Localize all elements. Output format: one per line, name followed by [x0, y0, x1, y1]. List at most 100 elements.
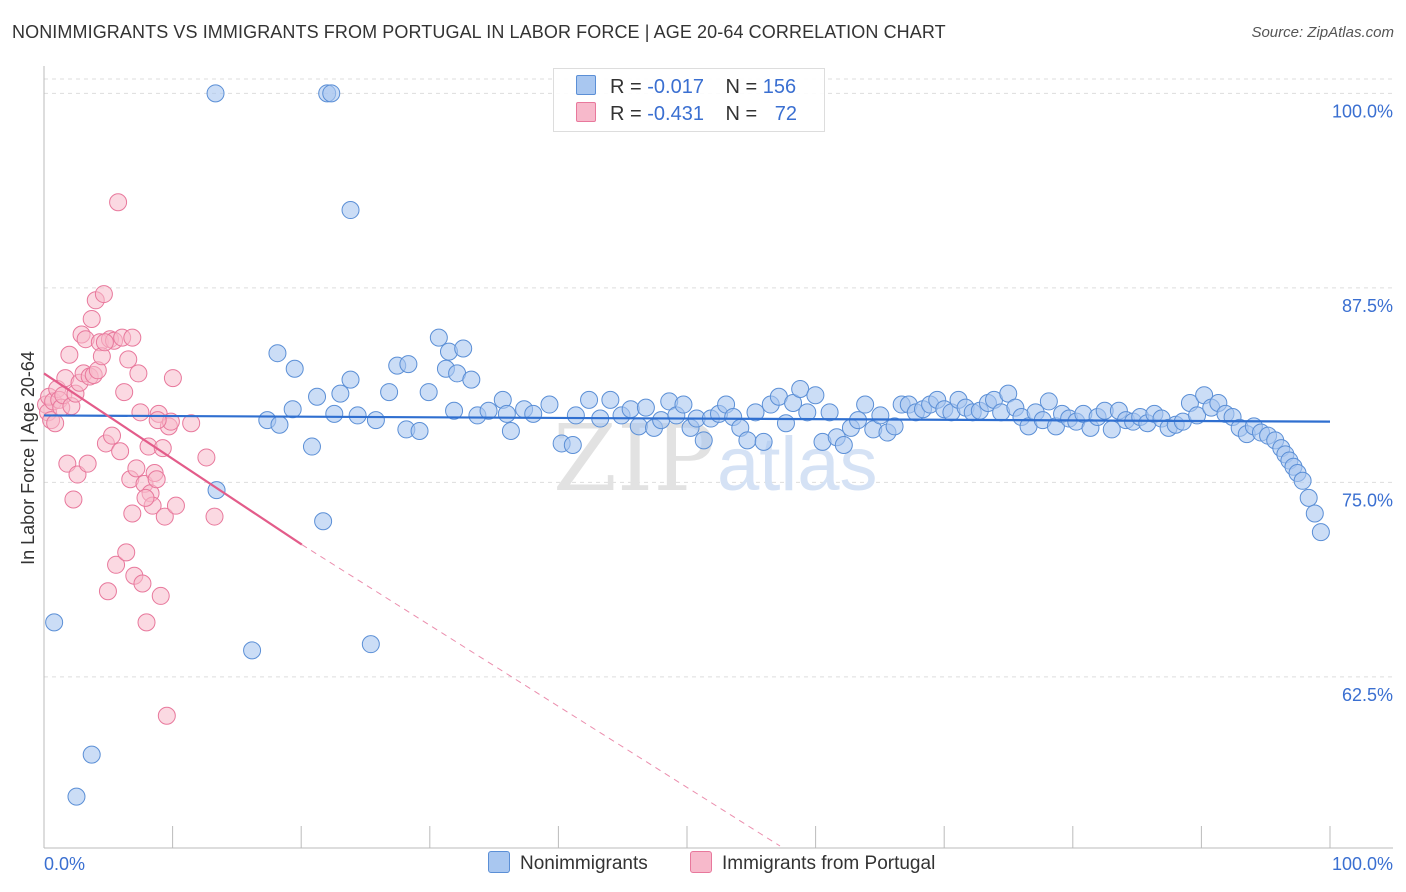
data-point-portugal — [94, 285, 113, 304]
data-point-portugal — [133, 574, 152, 593]
trend-line-portugal — [43, 372, 303, 546]
data-point-nonimmigrants — [871, 406, 890, 425]
data-point-portugal — [103, 426, 122, 445]
y-axis-label: In Labor Force | Age 20-64 — [18, 351, 38, 565]
data-point-nonimmigrants — [524, 404, 543, 423]
legend-swatch-pink — [690, 851, 712, 873]
legend-row-nonimmigrants: R = -0.017 N = 156 — [576, 75, 796, 99]
data-point-nonimmigrants — [399, 355, 418, 374]
data-point-nonimmigrants — [1039, 392, 1058, 411]
data-point-nonimmigrants — [885, 417, 904, 436]
legend-r-label: R = — [610, 103, 642, 125]
data-point-nonimmigrants — [1311, 523, 1330, 542]
data-point-portugal — [95, 333, 114, 352]
legend-item-label: Immigrants from Portugal — [722, 853, 936, 874]
data-point-portugal — [123, 504, 142, 523]
legend-swatch-blue — [488, 851, 510, 873]
legend-r-label: R = — [610, 76, 642, 98]
legend-n-value: 72 — [774, 103, 798, 125]
data-point-nonimmigrants — [540, 395, 559, 414]
data-point-nonimmigrants — [67, 787, 86, 806]
data-point-nonimmigrants — [206, 84, 225, 103]
data-point-nonimmigrants — [380, 383, 399, 402]
legend-item-portugal[interactable]: Immigrants from Portugal — [690, 851, 935, 875]
legend-item-label: Nonimmigrants — [520, 853, 648, 874]
data-point-nonimmigrants — [776, 414, 795, 433]
data-point-nonimmigrants — [636, 398, 655, 417]
data-point-nonimmigrants — [754, 432, 773, 451]
data-point-nonimmigrants — [1293, 471, 1312, 490]
data-point-nonimmigrants — [82, 745, 101, 764]
tick-labels: 62.5% 75.0% 87.5% 100.0% 0.0% 100.0% — [44, 101, 1393, 874]
legend-r-value: -0.017 — [647, 76, 704, 98]
data-point-nonimmigrants — [798, 403, 817, 422]
data-point-nonimmigrants — [445, 401, 464, 420]
data-point-nonimmigrants — [341, 201, 360, 220]
data-point-nonimmigrants — [738, 431, 757, 450]
data-point-portugal — [115, 383, 134, 402]
data-point-portugal — [117, 543, 136, 562]
data-point-nonimmigrants — [621, 400, 640, 419]
source-label: Source: ZipAtlas.com — [1251, 24, 1394, 41]
data-point-portugal — [166, 496, 185, 515]
data-point-nonimmigrants — [429, 328, 448, 347]
data-point-nonimmigrants — [243, 641, 262, 660]
data-point-portugal — [197, 448, 216, 467]
data-point-nonimmigrants — [746, 403, 765, 422]
data-point-portugal — [46, 414, 65, 433]
data-point-nonimmigrants — [270, 415, 289, 434]
series-legend: Nonimmigrants Immigrants from Portugal — [0, 851, 1406, 877]
data-point-nonimmigrants — [268, 344, 287, 363]
data-point-nonimmigrants — [308, 387, 327, 406]
data-point-nonimmigrants — [361, 635, 380, 654]
data-point-portugal — [155, 507, 174, 526]
legend-n-label: N = — [725, 103, 758, 125]
legend-n-label: N = — [725, 76, 758, 98]
y-tick-label: 100.0% — [1332, 101, 1393, 121]
data-point-nonimmigrants — [302, 437, 321, 456]
data-point-portugal — [131, 403, 150, 422]
data-point-nonimmigrants — [1188, 406, 1207, 425]
data-point-portugal — [64, 490, 83, 509]
chart-title: NONIMMIGRANTS VS IMMIGRANTS FROM PORTUGA… — [12, 22, 946, 42]
y-tick-label: 62.5% — [1342, 685, 1393, 705]
trend-line-portugal-extension — [301, 544, 781, 847]
trend-lines — [43, 372, 1331, 847]
legend-swatch-blue — [576, 75, 596, 95]
data-point-nonimmigrants — [674, 395, 693, 414]
data-point-portugal — [109, 193, 128, 212]
data-point-nonimmigrants — [791, 379, 810, 398]
data-point-portugal — [127, 459, 146, 478]
legend-row-portugal: R = -0.431 N = 72 — [576, 102, 797, 126]
legend-item-nonimmigrants[interactable]: Nonimmigrants — [488, 851, 648, 875]
data-point-portugal — [147, 470, 166, 489]
data-point-nonimmigrants — [497, 404, 516, 423]
data-point-nonimmigrants — [806, 386, 825, 405]
x-tick-label: 0.0% — [44, 854, 85, 874]
data-point-nonimmigrants — [341, 370, 360, 389]
data-point-portugal — [182, 414, 201, 433]
data-point-nonimmigrants — [563, 435, 582, 454]
data-point-nonimmigrants — [331, 384, 350, 403]
legend-n-value: 156 — [762, 76, 797, 98]
data-point-nonimmigrants — [322, 84, 341, 103]
data-point-nonimmigrants — [580, 390, 599, 409]
data-point-nonimmigrants — [652, 411, 671, 430]
data-point-nonimmigrants — [694, 431, 713, 450]
data-point-portugal — [157, 706, 176, 725]
data-point-portugal — [137, 613, 156, 632]
data-point-nonimmigrants — [601, 390, 620, 409]
y-tick-label: 87.5% — [1342, 296, 1393, 316]
data-point-portugal — [151, 586, 170, 605]
data-point-portugal — [82, 309, 101, 328]
data-point-portugal — [163, 369, 182, 388]
data-point-nonimmigrants — [419, 383, 438, 402]
data-point-nonimmigrants — [285, 359, 304, 378]
data-point-portugal — [98, 582, 117, 601]
trend-line-nonimmigrants — [43, 414, 1331, 423]
legend-r-value: -0.431 — [647, 103, 704, 125]
data-point-nonimmigrants — [566, 406, 585, 425]
data-point-nonimmigrants — [325, 404, 344, 423]
data-point-portugal — [60, 345, 79, 364]
